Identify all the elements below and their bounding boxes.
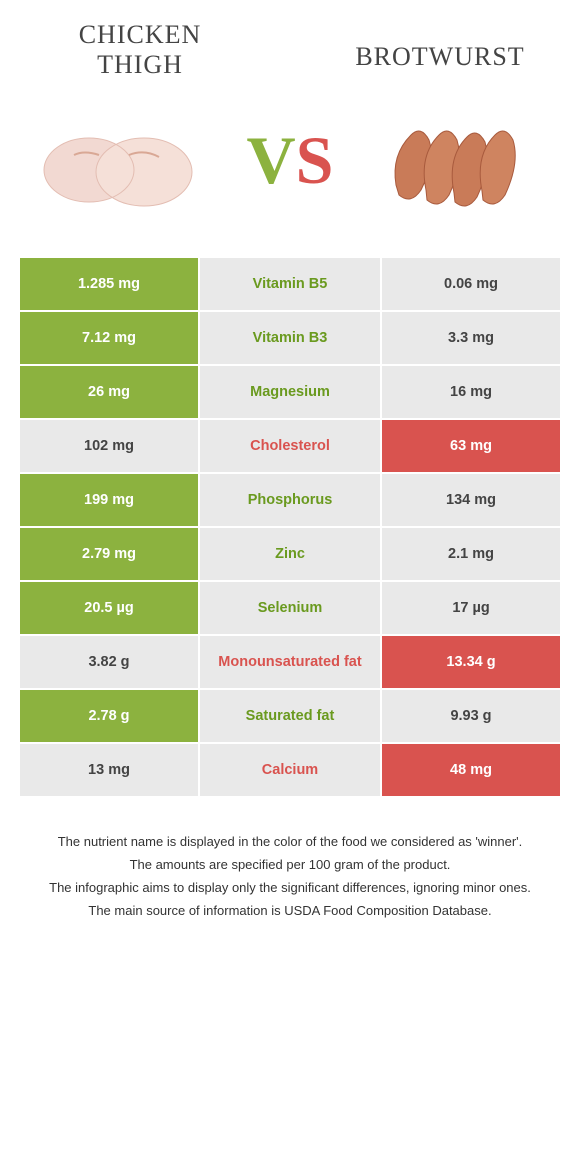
value-left: 20.5 µg <box>20 582 198 634</box>
value-right: 16 mg <box>382 366 560 418</box>
value-left: 2.79 mg <box>20 528 198 580</box>
value-left: 26 mg <box>20 366 198 418</box>
comparison-table: 1.285 mgVitamin B50.06 mg7.12 mgVitamin … <box>20 258 560 798</box>
value-right: 13.34 g <box>382 636 560 688</box>
footer-line: The nutrient name is displayed in the co… <box>30 832 550 852</box>
table-row: 26 mgMagnesium16 mg <box>20 366 560 420</box>
nutrient-name: Phosphorus <box>198 474 382 526</box>
nutrient-name: Calcium <box>198 744 382 796</box>
table-row: 20.5 µgSelenium17 µg <box>20 582 560 636</box>
value-right: 134 mg <box>382 474 560 526</box>
nutrient-name: Saturated fat <box>198 690 382 742</box>
value-left: 7.12 mg <box>20 312 198 364</box>
value-left: 1.285 mg <box>20 258 198 310</box>
footer-line: The infographic aims to display only the… <box>30 878 550 898</box>
header: Chicken thigh Brotwurst <box>0 0 580 90</box>
value-left: 13 mg <box>20 744 198 796</box>
table-row: 199 mgPhosphorus134 mg <box>20 474 560 528</box>
nutrient-name: Monounsaturated fat <box>198 636 382 688</box>
table-row: 3.82 gMonounsaturated fat13.34 g <box>20 636 560 690</box>
table-row: 2.78 gSaturated fat9.93 g <box>20 690 560 744</box>
table-row: 1.285 mgVitamin B50.06 mg <box>20 258 560 312</box>
table-row: 102 mgCholesterol63 mg <box>20 420 560 474</box>
nutrient-name: Magnesium <box>198 366 382 418</box>
value-left: 102 mg <box>20 420 198 472</box>
nutrient-name: Cholesterol <box>198 420 382 472</box>
food-name-right: Brotwurst <box>355 42 524 71</box>
value-right: 0.06 mg <box>382 258 560 310</box>
chicken-thigh-image <box>34 100 209 220</box>
value-right: 48 mg <box>382 744 560 796</box>
nutrient-name: Selenium <box>198 582 382 634</box>
nutrient-name: Zinc <box>198 528 382 580</box>
vs-s: S <box>296 122 334 198</box>
value-left: 199 mg <box>20 474 198 526</box>
table-row: 2.79 mgZinc2.1 mg <box>20 528 560 582</box>
value-right: 63 mg <box>382 420 560 472</box>
food-name-left: Chicken thigh <box>79 20 202 79</box>
value-left: 3.82 g <box>20 636 198 688</box>
hero-row: VS <box>0 90 580 250</box>
brotwurst-image <box>371 100 546 220</box>
vs-v: V <box>247 122 296 198</box>
title-left: Chicken thigh <box>40 20 240 80</box>
title-right: Brotwurst <box>340 20 540 72</box>
value-right: 9.93 g <box>382 690 560 742</box>
footer-line: The amounts are specified per 100 gram o… <box>30 855 550 875</box>
value-right: 3.3 mg <box>382 312 560 364</box>
footer-line: The main source of information is USDA F… <box>30 901 550 921</box>
vs-label: VS <box>247 126 334 194</box>
table-row: 13 mgCalcium48 mg <box>20 744 560 798</box>
nutrient-name: Vitamin B5 <box>198 258 382 310</box>
value-right: 17 µg <box>382 582 560 634</box>
footer-notes: The nutrient name is displayed in the co… <box>30 832 550 922</box>
table-row: 7.12 mgVitamin B33.3 mg <box>20 312 560 366</box>
nutrient-name: Vitamin B3 <box>198 312 382 364</box>
value-right: 2.1 mg <box>382 528 560 580</box>
value-left: 2.78 g <box>20 690 198 742</box>
